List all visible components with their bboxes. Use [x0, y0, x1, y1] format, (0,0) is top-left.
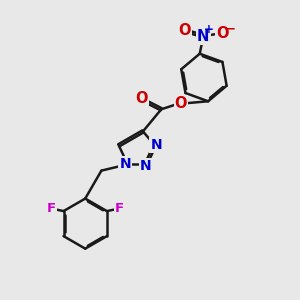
- Text: +: +: [204, 23, 214, 36]
- Text: N: N: [140, 159, 152, 173]
- Text: O: O: [217, 26, 229, 41]
- Text: O: O: [175, 97, 187, 112]
- Text: O: O: [178, 23, 191, 38]
- Text: N: N: [197, 28, 209, 44]
- Text: −: −: [224, 23, 235, 36]
- Text: N: N: [150, 138, 162, 152]
- Text: O: O: [135, 91, 148, 106]
- Text: F: F: [115, 202, 124, 215]
- Text: N: N: [119, 157, 131, 171]
- Text: F: F: [46, 202, 56, 215]
